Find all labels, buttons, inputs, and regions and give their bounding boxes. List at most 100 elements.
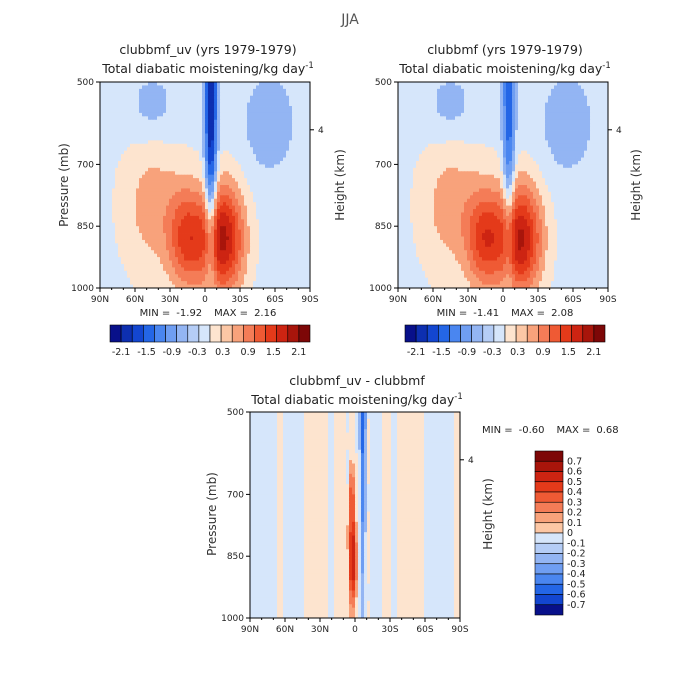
heatmap-cell [509, 85, 513, 90]
heatmap-cell [172, 95, 176, 100]
heatmap-cell [115, 233, 119, 237]
heatmap-cell [286, 109, 290, 114]
heatmap-cell [265, 239, 269, 244]
heatmap-cell [289, 215, 293, 220]
heatmap-cell [271, 284, 275, 289]
heatmap-cell [121, 136, 125, 141]
heatmap-cell [154, 85, 158, 90]
heatmap-cell [175, 109, 179, 114]
heatmap-cell [124, 109, 128, 114]
heatmap-cell [178, 92, 182, 97]
heatmap-cell [304, 226, 308, 231]
heatmap-cell [250, 147, 254, 152]
heatmap-cell [160, 82, 164, 86]
heatmap-cell [127, 188, 131, 193]
heatmap-cell [100, 112, 104, 117]
heatmap-cell [307, 136, 311, 141]
heatmap-cell [172, 130, 176, 134]
heatmap-cell [166, 116, 170, 121]
heatmap-cell [199, 164, 203, 169]
heatmap-cell [512, 106, 516, 110]
heatmap-cell [175, 185, 179, 189]
heatmap-cell [121, 185, 125, 189]
heatmap-cell [199, 126, 203, 131]
heatmap-cell [109, 191, 113, 196]
heatmap-cell [581, 85, 585, 90]
heatmap-cell [301, 99, 305, 103]
heatmap-cell [151, 188, 155, 193]
heatmap-cell [277, 164, 281, 169]
heatmap-cell [301, 92, 305, 97]
heatmap-cell [157, 82, 161, 86]
heatmap-cell [208, 178, 212, 182]
heatmap-cell [169, 236, 173, 241]
heatmap-cell [184, 260, 188, 265]
heatmap-cell [181, 188, 185, 193]
heatmap-cell [217, 92, 221, 97]
heatmap-cell [214, 92, 218, 97]
heatmap-cell [292, 270, 296, 275]
heatmap-cell [208, 212, 212, 217]
heatmap-cell [154, 106, 158, 110]
heatmap-cell [196, 112, 200, 117]
heatmap-cell [130, 236, 134, 241]
heatmap-cell [286, 160, 290, 165]
heatmap-cell [211, 185, 215, 189]
heatmap-cell [232, 85, 236, 90]
heatmap-cell [154, 253, 158, 258]
heatmap-cell [238, 167, 242, 172]
heatmap-cell [247, 188, 251, 193]
heatmap-cell [476, 99, 480, 103]
heatmap-cell [205, 202, 209, 206]
heatmap-cell [265, 116, 269, 121]
heatmap-cell [181, 119, 185, 124]
heatmap-cell [548, 102, 552, 107]
heatmap-cell [241, 222, 245, 227]
heatmap-cell [605, 92, 609, 97]
heatmap-cell [244, 270, 248, 275]
heatmap-cell [193, 147, 197, 152]
heatmap-cell [229, 181, 233, 186]
heatmap-cell [166, 233, 170, 237]
heatmap-cell [187, 263, 191, 268]
heatmap-cell [250, 191, 254, 196]
heatmap-cell [277, 116, 281, 121]
heatmap-cell [268, 154, 272, 158]
heatmap-cell [304, 274, 308, 279]
heatmap-cell [425, 82, 429, 86]
heatmap-cell [250, 212, 254, 217]
heatmap-cell [154, 236, 158, 241]
heatmap-cell [527, 88, 531, 93]
heatmap-cell [118, 202, 122, 206]
heatmap-cell [241, 171, 245, 176]
heatmap-cell [220, 106, 224, 110]
heatmap-cell [262, 202, 266, 206]
heatmap-cell [220, 260, 224, 265]
heatmap-cell [536, 112, 540, 117]
heatmap-cell [169, 226, 173, 231]
heatmap-cell [136, 205, 140, 210]
heatmap-cell [184, 140, 188, 145]
heatmap-cell [163, 99, 167, 103]
heatmap-cell [136, 226, 140, 231]
heatmap-cell [301, 226, 305, 231]
heatmap-cell [274, 181, 278, 186]
heatmap-cell [301, 119, 305, 124]
heatmap-cell [280, 239, 284, 244]
heatmap-cell [154, 250, 158, 255]
heatmap-cell [172, 171, 176, 176]
heatmap-cell [148, 246, 152, 251]
heatmap-cell [253, 140, 257, 145]
heatmap-cell [292, 219, 296, 224]
heatmap-cell [205, 246, 209, 251]
heatmap-cell [169, 250, 173, 255]
heatmap-cell [283, 222, 287, 227]
heatmap-cell [416, 92, 420, 97]
heatmap-cell [181, 243, 185, 248]
heatmap-cell [148, 284, 152, 289]
heatmap-cell [587, 106, 591, 110]
heatmap-cell [190, 88, 194, 93]
heatmap-cell [271, 277, 275, 282]
heatmap-cell [244, 88, 248, 93]
heatmap-cell [286, 143, 290, 148]
